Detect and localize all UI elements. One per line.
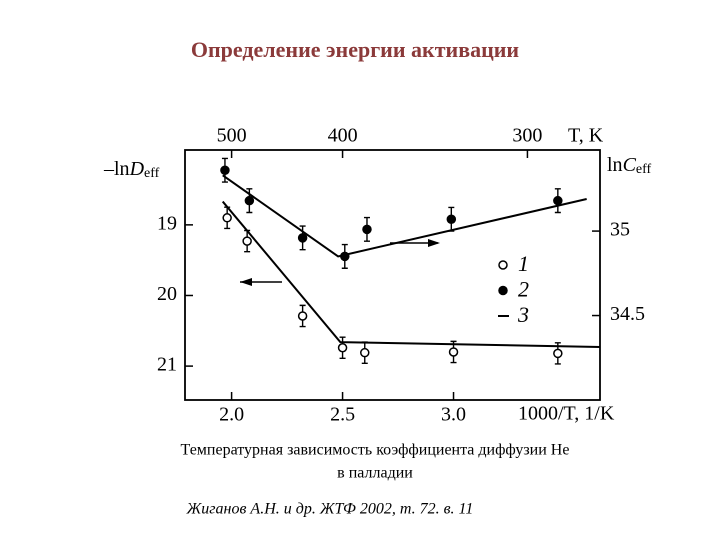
data-point [244,195,255,206]
data-point [360,347,370,358]
plot-frame [184,149,601,401]
data-point [446,214,457,225]
slide-title: Определение энергии активации [191,37,520,62]
y-tick-label: 19 [157,212,177,234]
data-point [222,213,232,223]
y-label-part: D [129,158,145,180]
x-tick-label: 3.0 [441,404,466,426]
y2-label-part: C [623,154,637,176]
y-label-part: eff [144,166,160,181]
x2-axis-label: T, K [568,125,604,147]
legend-swatch [498,285,508,296]
data-point [553,195,563,206]
x-tick-label: 2.0 [219,404,244,426]
data-point [448,347,459,357]
x2-tick-label: 300 [512,125,542,147]
fit-line [221,200,601,349]
y2-tick-label: 35 [610,219,630,241]
data-point [297,311,308,321]
data-point [220,165,230,176]
x2-tick-label: 500 [217,125,247,147]
y2-tick-label: 34.5 [610,303,645,325]
legend-label: 1 [518,251,529,276]
y-tick-label: 20 [157,283,177,305]
x2-tick-label: 400 [328,125,358,147]
y-tick-label: 21 [157,354,177,376]
data-point [362,224,372,235]
reference: Жиганов А.Н. и др. ЖТФ 2002, т. 72. в. 1… [186,501,474,518]
caption-line: Температурная зависимость коэффициента д… [181,442,570,459]
data-point [242,236,252,246]
caption-line: в палладии [337,465,413,482]
x-tick-label: 2.5 [330,404,355,426]
y-label-part: –ln [103,158,130,180]
data-point [297,233,308,243]
x-axis-label: 1000/T, 1/K [518,403,615,425]
y2-label-part: ln [607,154,623,176]
arrow-left-head [240,278,252,286]
legend-label: 3 [517,302,529,327]
y2-axis-label: lnCeff [607,154,652,178]
legend-swatch [498,260,508,270]
data-point [337,342,348,353]
data-point [553,348,563,359]
arrow-right-head [428,239,440,247]
y2-label-part: eff [636,162,652,177]
legend-label: 2 [518,277,529,302]
y-axis-label: –lnDeff [103,158,160,182]
fit-line [222,174,587,258]
